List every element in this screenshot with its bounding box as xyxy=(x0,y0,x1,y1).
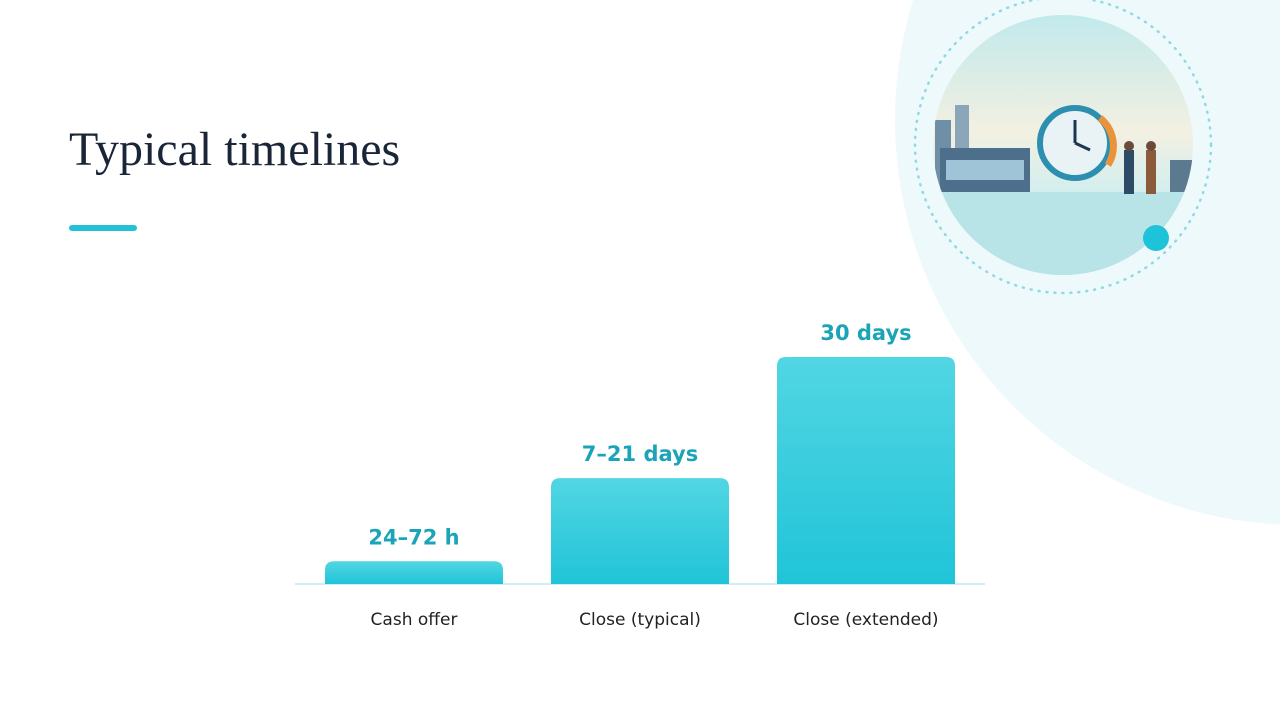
title-accent xyxy=(69,225,137,231)
bar xyxy=(325,561,503,584)
value-label: 30 days xyxy=(820,321,911,345)
x-tick-label: Close (typical) xyxy=(579,610,701,630)
decor-dotted-ring xyxy=(913,0,1213,295)
bar xyxy=(777,357,955,584)
value-label: 7–21 days xyxy=(582,442,698,466)
chart-title: Typical timelines xyxy=(69,123,400,176)
decor-dot xyxy=(1143,225,1169,251)
value-label: 24–72 h xyxy=(368,525,459,549)
x-tick-label: Close (extended) xyxy=(793,610,938,630)
bar xyxy=(551,478,729,584)
x-tick-label: Cash offer xyxy=(371,610,458,630)
